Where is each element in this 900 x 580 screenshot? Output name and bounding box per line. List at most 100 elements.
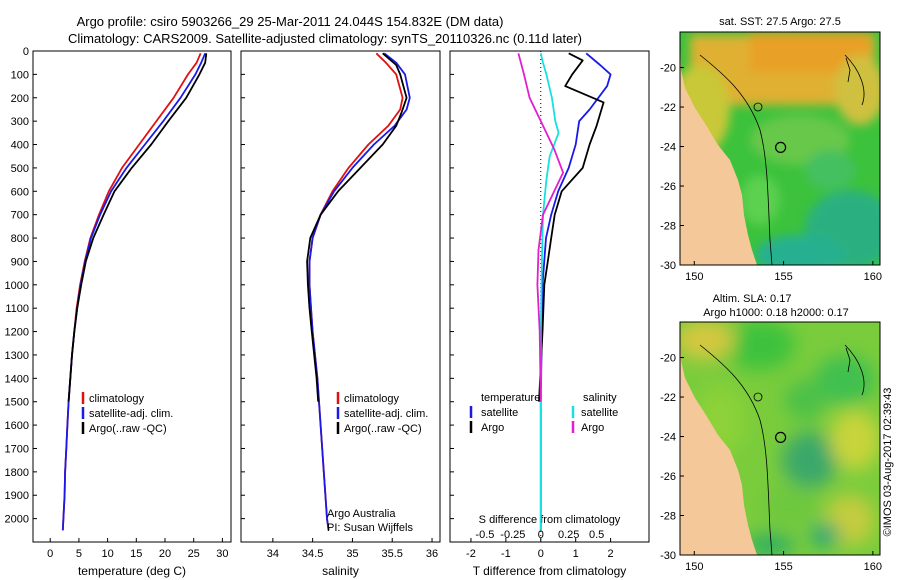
series-line-t-argo: [538, 52, 605, 402]
y-tick-label: 300: [11, 116, 29, 128]
y-tick-label: 0: [23, 46, 29, 58]
x-tick-label: -1: [501, 548, 511, 560]
legend-title-salinity: salinity: [583, 392, 617, 404]
map-y-tick-label: -24: [660, 432, 676, 444]
legend-label-s-argo: Argo: [581, 422, 604, 434]
legend-label-argo: Argo(..raw -QC): [344, 423, 422, 435]
legend-label-climatology: climatology: [89, 393, 145, 405]
difference-profile-panel: -2 -1 0 1 2 T difference from climatology -0.5…: [449, 50, 650, 578]
y-tick-label: 1300: [5, 350, 29, 362]
legend-label-satellite: satellite-adj. clim.: [344, 408, 428, 420]
y-tick-label: 900: [11, 256, 29, 268]
figure-title-line2: Climatology: CARS2009. Satellite-adjuste…: [68, 31, 582, 46]
x-tick-label: 34: [267, 548, 279, 560]
sla-map-title-line2: Argo h1000: 0.18 h2000: 0.17: [703, 307, 849, 319]
sla-map-frame: [679, 321, 881, 556]
map-x-tick-label: 155: [774, 271, 792, 283]
temperature-profile-panel: 0100200300400500600700800900100011001200…: [5, 46, 232, 578]
y-tick-label: 600: [11, 186, 29, 198]
map-x-tick-label: 150: [685, 271, 703, 283]
x-tick-label: 2: [608, 548, 614, 560]
top-tick-label: 0: [538, 529, 544, 541]
series-line-argo-raw-qc: [67, 53, 208, 402]
y-tick-label: 2000: [5, 514, 29, 526]
top-tick-label: -0.5: [475, 529, 494, 541]
y-tick-label: 200: [11, 93, 29, 105]
series-line-argo-raw-qc: [306, 52, 408, 402]
x-tick-label: 35.5: [382, 548, 403, 560]
map-x-tick-label: 155: [774, 561, 792, 573]
x-tick-label: 0: [47, 548, 53, 560]
y-tick-label: 1700: [5, 443, 29, 455]
x-tick-label: 20: [159, 548, 171, 560]
x-tick-label: 1: [573, 548, 579, 560]
salinity-profile-panel: 34 34.5 35 35.5 36 salinity: [240, 50, 441, 578]
sst-contour-shelf: [699, 54, 773, 266]
sla-contour-shelf: [699, 344, 773, 556]
x-axis-label: temperature (deg C): [78, 564, 186, 578]
legend-label-satellite: satellite-adj. clim.: [89, 408, 173, 420]
series-line-satellite-adj-clim: [308, 52, 411, 531]
y-tick-label: 1600: [5, 420, 29, 432]
x-axis-label: salinity: [322, 564, 359, 578]
legend-label-climatology: climatology: [344, 393, 400, 405]
sst-contour-island: [845, 57, 851, 83]
map-y-tick-label: -24: [660, 142, 676, 154]
series-line-s-argo: [517, 53, 564, 402]
legend-title-temperature: temperature: [481, 392, 540, 404]
credit-pi: PI: Susan Wijffels: [327, 522, 413, 534]
sla-contour-island: [845, 347, 851, 373]
plot-frame: [449, 50, 650, 543]
y-tick-label: 800: [11, 233, 29, 245]
series-line-satellite-adj-clim: [61, 52, 207, 531]
top-tick-label: 0.25: [558, 529, 579, 541]
y-tick-label: 400: [11, 140, 29, 152]
sst-contour-seamount: [753, 102, 763, 112]
map-y-tick-label: -26: [660, 471, 676, 483]
sla-contour-reef: [844, 344, 865, 396]
top-tick-label: -0.25: [500, 529, 525, 541]
y-tick-label: 1500: [5, 397, 29, 409]
map-x-tick-label: 150: [685, 561, 703, 573]
y-tick-label: 1000: [5, 280, 29, 292]
plot-frame: [32, 50, 232, 543]
map-y-tick-label: -30: [660, 550, 676, 562]
map-y-tick-label: -28: [660, 221, 676, 233]
map-y-tick-label: -26: [660, 181, 676, 193]
y-tick-label: 700: [11, 210, 29, 222]
map-y-tick-label: -20: [660, 63, 676, 75]
y-tick-label: 1400: [5, 373, 29, 385]
series-line-climatology: [61, 52, 202, 531]
sst-float-marker: [774, 141, 787, 153]
sla-map-title-line1: Altim. SLA: 0.17: [713, 293, 792, 305]
series-line-s-satellite: [539, 53, 560, 531]
x-tick-label: 15: [130, 548, 142, 560]
difference-legend: temperature salinity satellite Argo sate…: [469, 392, 618, 434]
sst-map-title: sat. SST: 27.5 Argo: 27.5: [719, 16, 841, 28]
map-y-tick-label: -22: [660, 102, 676, 114]
legend-label-t-argo: Argo: [481, 422, 504, 434]
sst-land: [680, 32, 757, 265]
sla-contour-seamount: [753, 392, 763, 402]
map-y-tick-label: -30: [660, 260, 676, 272]
x-tick-label: 25: [188, 548, 200, 560]
y-tick-label: 100: [11, 69, 29, 81]
sst-map-frame: [679, 31, 881, 266]
sst-contour-reef: [844, 54, 865, 106]
sla-land: [680, 322, 757, 555]
x-tick-label: 30: [216, 548, 228, 560]
salinity-legend: climatology satellite-adj. clim. Argo(..…: [327, 392, 428, 534]
y-tick-label: 1800: [5, 467, 29, 479]
sla-map: 150 155 160 -20 -22 -24 -26 -28 -30: [660, 321, 882, 573]
x-tick-label: 35: [346, 548, 358, 560]
y-tick-label: 1100: [5, 303, 29, 315]
top-tick-label: 0.5: [589, 529, 604, 541]
legend-label-s-satellite: satellite: [581, 407, 618, 419]
x-tick-label: -2: [466, 548, 476, 560]
x-tick-label: 5: [76, 548, 82, 560]
legend-label-t-satellite: satellite: [481, 407, 518, 419]
x-tick-label: 0: [538, 548, 544, 560]
plot-frame: [240, 50, 441, 543]
x-axis-label: T difference from climatology: [473, 564, 627, 578]
